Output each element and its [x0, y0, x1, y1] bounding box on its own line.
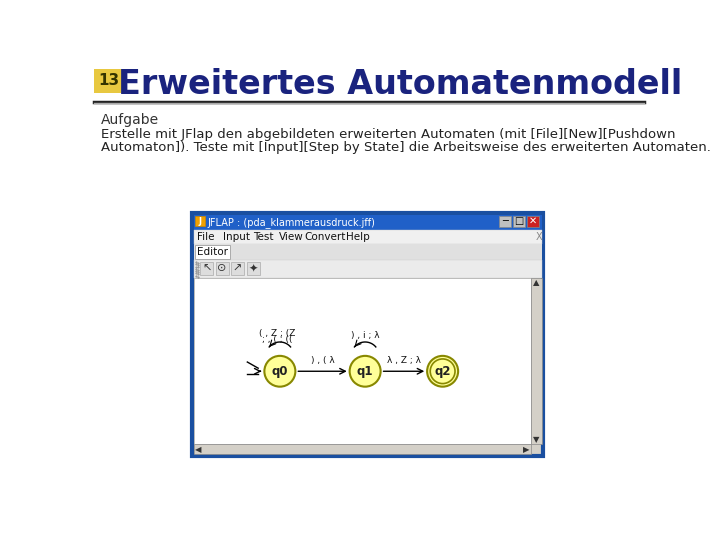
Text: □: □ [514, 216, 523, 226]
FancyBboxPatch shape [195, 217, 204, 226]
Text: J: J [199, 217, 202, 226]
Circle shape [350, 356, 381, 387]
Text: 13: 13 [98, 73, 120, 89]
FancyBboxPatch shape [194, 260, 542, 278]
Text: ▲: ▲ [533, 278, 540, 287]
Text: ; , ( ; ((: ; , ( ; (( [261, 335, 292, 343]
Text: Help: Help [346, 232, 369, 242]
Text: View: View [279, 232, 304, 242]
FancyBboxPatch shape [200, 262, 213, 275]
Text: ─: ─ [502, 216, 508, 226]
Text: Aufgabe: Aufgabe [101, 113, 159, 127]
Text: File: File [197, 232, 215, 242]
Text: ◀: ◀ [194, 444, 201, 454]
Text: λ , Z ; λ: λ , Z ; λ [387, 356, 421, 365]
FancyBboxPatch shape [194, 278, 531, 444]
Text: Input: Input [223, 232, 251, 242]
FancyBboxPatch shape [215, 262, 229, 275]
Text: ✕: ✕ [529, 216, 537, 226]
Text: ) , i ; λ: ) , i ; λ [351, 330, 379, 340]
FancyBboxPatch shape [194, 215, 542, 231]
FancyBboxPatch shape [192, 213, 544, 456]
Text: ( , Z ; (Z: ( , Z ; (Z [258, 329, 295, 338]
Text: X: X [536, 232, 542, 242]
Text: Erweitertes Automatenmodell: Erweitertes Automatenmodell [118, 68, 682, 100]
Text: ↖: ↖ [202, 264, 212, 273]
Text: ✦: ✦ [248, 264, 258, 273]
Circle shape [427, 356, 458, 387]
FancyBboxPatch shape [527, 215, 539, 226]
Text: JFLAP : (pda_klammerausdruck.jff): JFLAP : (pda_klammerausdruck.jff) [208, 217, 376, 228]
FancyBboxPatch shape [531, 278, 542, 444]
FancyBboxPatch shape [231, 262, 244, 275]
FancyBboxPatch shape [499, 215, 510, 226]
Text: Convert: Convert [305, 232, 346, 242]
Text: q2: q2 [434, 364, 451, 378]
Text: Test: Test [253, 232, 274, 242]
Circle shape [264, 356, 295, 387]
FancyBboxPatch shape [246, 262, 260, 275]
FancyBboxPatch shape [194, 444, 531, 455]
Text: ) , ( λ: ) , ( λ [310, 356, 334, 365]
Text: ⊙: ⊙ [217, 264, 227, 273]
FancyBboxPatch shape [94, 69, 123, 93]
FancyBboxPatch shape [195, 245, 230, 259]
Text: ▼: ▼ [533, 435, 540, 443]
Text: ▶: ▶ [523, 444, 530, 454]
Text: ↗: ↗ [233, 264, 243, 273]
FancyBboxPatch shape [513, 215, 525, 226]
FancyBboxPatch shape [194, 244, 542, 260]
Text: Erstelle mit JFlap den abgebildeten erweiterten Automaten (mit [File][New][Pushd: Erstelle mit JFlap den abgebildeten erwe… [101, 128, 675, 141]
FancyBboxPatch shape [194, 231, 542, 244]
Text: q0: q0 [271, 364, 288, 378]
Text: q1: q1 [357, 364, 374, 378]
Text: Editor: Editor [197, 247, 228, 257]
Text: Automaton]). Teste mit [Input][Step by State] die Arbeitsweise des erweiterten A: Automaton]). Teste mit [Input][Step by S… [101, 141, 711, 154]
